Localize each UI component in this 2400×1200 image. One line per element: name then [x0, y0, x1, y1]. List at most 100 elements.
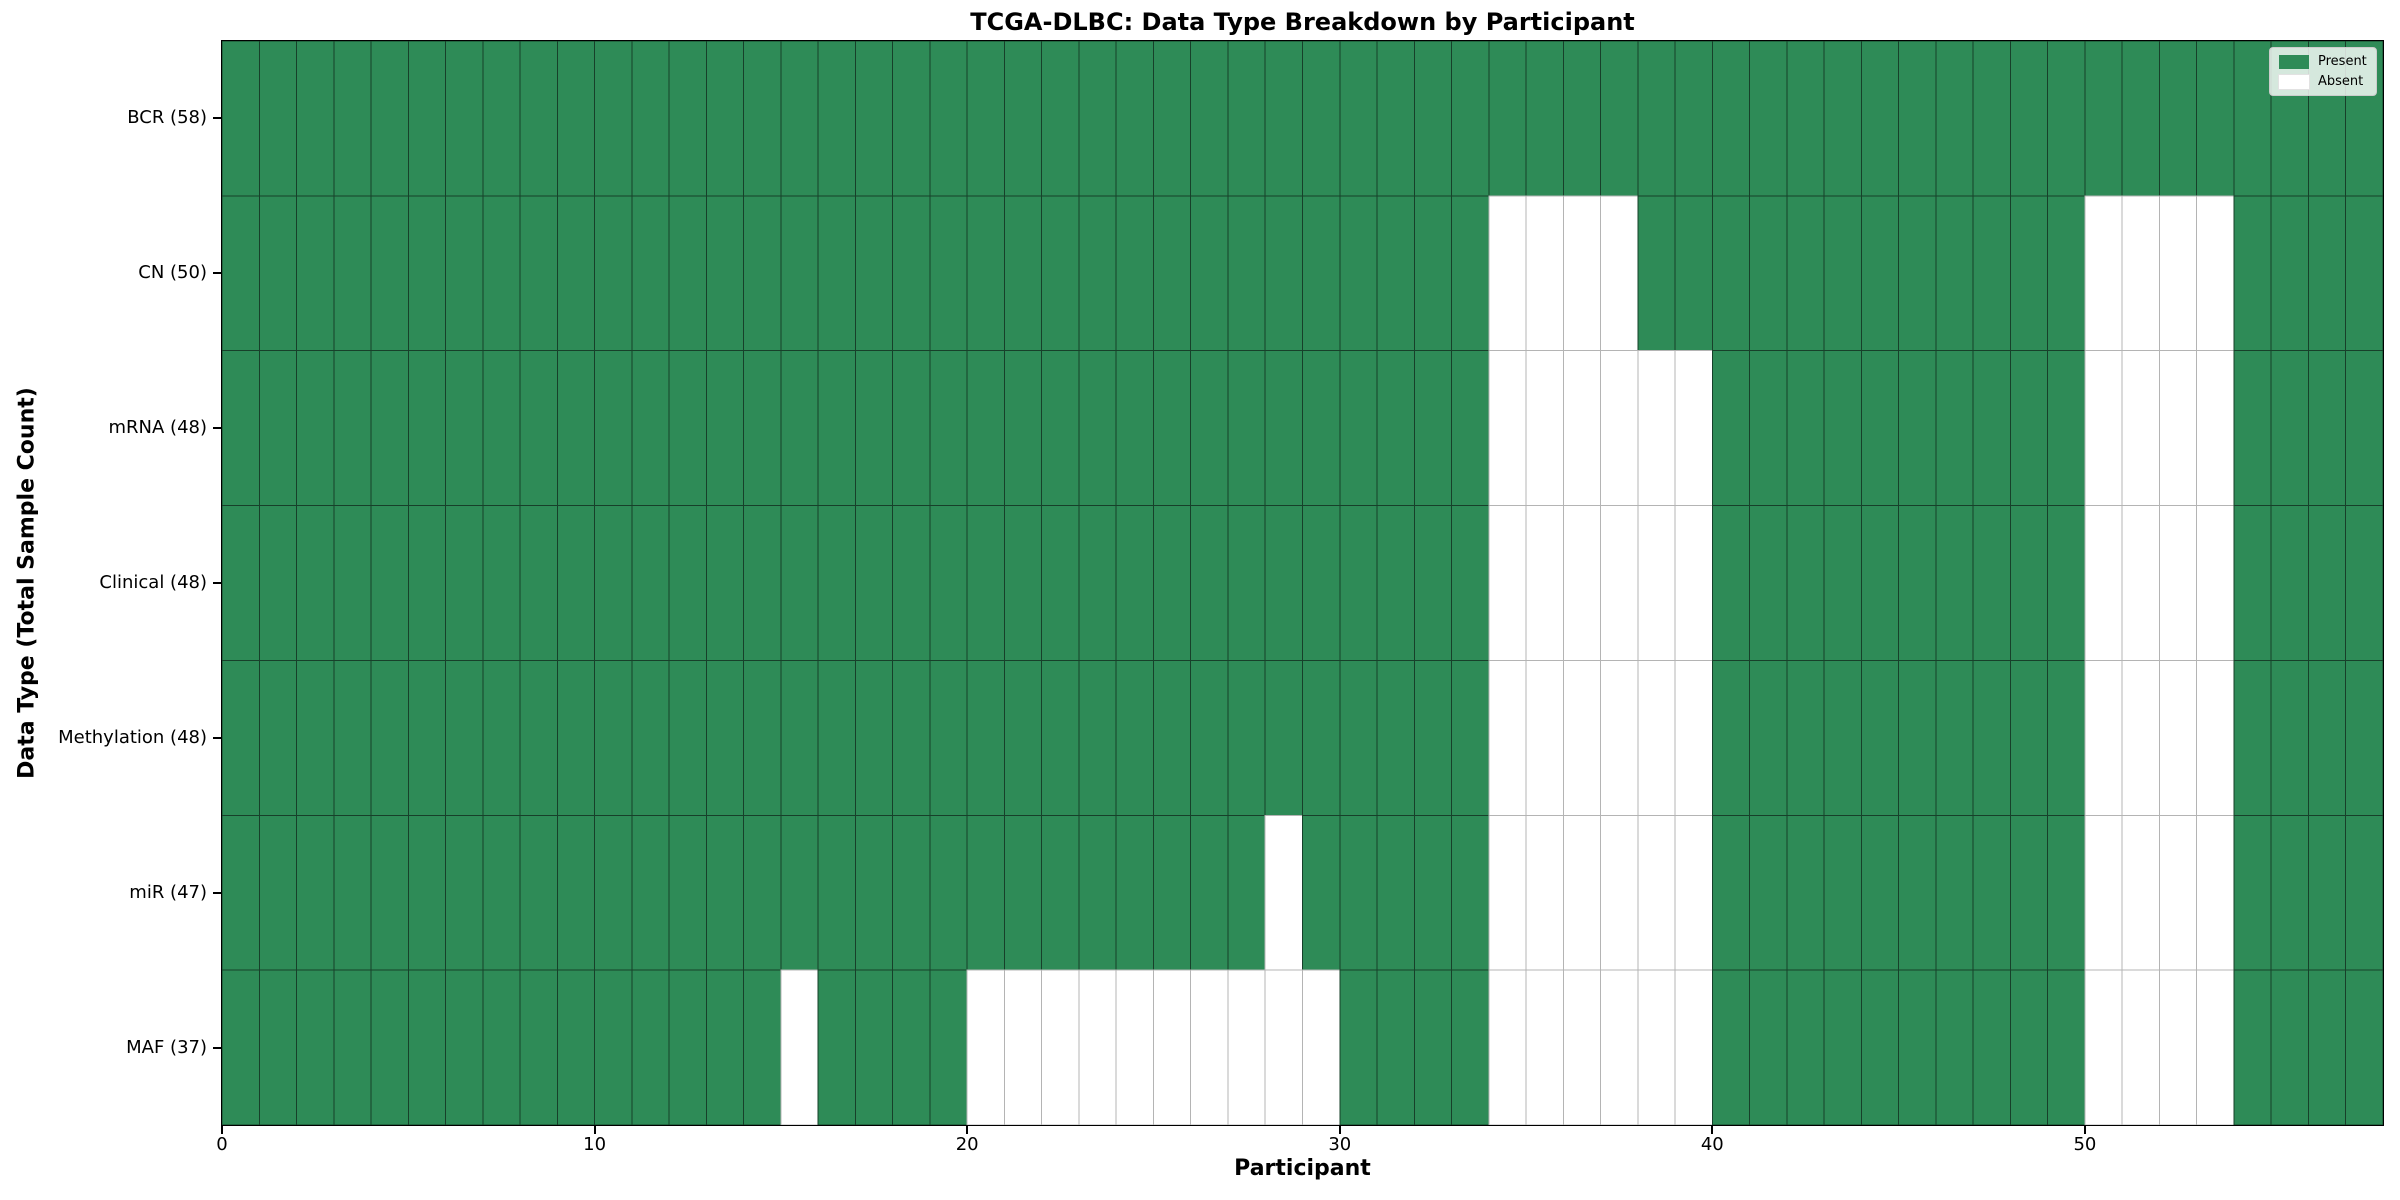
heatmap-cell: [445, 350, 484, 507]
heatmap-cell: [258, 505, 298, 661]
heatmap-cell: [2233, 505, 2272, 661]
heatmap-cell: [2233, 969, 2272, 1125]
heatmap-cell: [1488, 969, 1527, 1125]
heatmap-cell: [445, 969, 484, 1125]
heatmap-cell: [854, 350, 894, 507]
heatmap-cell: [1898, 969, 1937, 1125]
heatmap-cell: [966, 659, 1005, 816]
heatmap-cell: [1711, 969, 1751, 1125]
heatmap-cell: [1860, 659, 1900, 816]
heatmap-cell: [2196, 350, 2235, 507]
heatmap-cell: [2196, 659, 2235, 816]
x-tick-mark: [966, 1126, 969, 1134]
heatmap-cell: [519, 659, 558, 816]
x-tick-mark: [1338, 1126, 1341, 1134]
heatmap-cell: [780, 505, 819, 661]
heatmap-cell: [1190, 814, 1229, 971]
heatmap-cell: [1637, 41, 1676, 197]
heatmap-cell: [668, 195, 707, 352]
heatmap-cell: [1562, 969, 1602, 1125]
heatmap-cell: [1302, 969, 1341, 1125]
legend: Present Absent: [2269, 47, 2377, 96]
heatmap-cell: [1003, 814, 1043, 971]
heatmap-cell: [1935, 814, 1974, 971]
heatmap-cell: [1860, 41, 1900, 197]
heatmap-cell: [445, 195, 484, 352]
heatmap-cell: [2196, 969, 2235, 1125]
heatmap-cell: [1711, 350, 1751, 507]
heatmap-cell: [2009, 505, 2049, 661]
heatmap-cell: [2307, 350, 2347, 507]
heatmap-cell: [1972, 969, 2011, 1125]
heatmap-cell: [1190, 41, 1229, 197]
heatmap-cell: [1190, 659, 1229, 816]
heatmap-cell: [1823, 814, 1862, 971]
heatmap-cell: [966, 195, 1005, 352]
heatmap-cell: [1525, 195, 1564, 352]
heatmap-cell: [1078, 195, 1117, 352]
heatmap-cell: [1413, 195, 1453, 352]
heatmap-cell: [1972, 659, 2011, 816]
heatmap-cell: [668, 350, 707, 507]
heatmap-cell: [370, 969, 409, 1125]
heatmap-cell: [2307, 505, 2347, 661]
heatmap-cell: [1302, 659, 1341, 816]
heatmap-cell: [370, 659, 409, 816]
heatmap-cell: [1674, 350, 1713, 507]
heatmap-cell: [1302, 41, 1341, 197]
x-tick-mark: [221, 1126, 223, 1134]
y-tick-mark: [213, 582, 221, 584]
heatmap-cell: [780, 659, 819, 816]
heatmap-cell: [594, 195, 633, 352]
heatmap-cell: [929, 659, 968, 816]
heatmap-cell: [519, 350, 558, 507]
heatmap-cell: [1302, 350, 1341, 507]
heatmap-cell: [2158, 814, 2198, 971]
heatmap-cell: [1115, 814, 1154, 971]
heatmap-cell: [1488, 41, 1527, 197]
heatmap-cell: [892, 195, 931, 352]
heatmap-cell: [407, 969, 447, 1125]
heatmap-cell: [1339, 969, 1378, 1125]
heatmap-cell: [1600, 350, 1639, 507]
heatmap-cell: [2196, 814, 2235, 971]
x-axis-label: Participant: [1234, 1156, 1371, 1181]
heatmap-cell: [519, 505, 558, 661]
heatmap-cell: [1339, 350, 1378, 507]
heatmap-cell: [2307, 195, 2347, 352]
heatmap-cell: [1898, 195, 1937, 352]
heatmap-cell: [1413, 350, 1453, 507]
x-tick-label: 40: [1700, 1134, 1724, 1155]
heatmap-cell: [1935, 350, 1974, 507]
heatmap-cell: [1935, 41, 1974, 197]
heatmap-cell: [445, 659, 484, 816]
heatmap-cell: [1972, 195, 2011, 352]
heatmap-cell: [333, 659, 372, 816]
heatmap-cell: [2047, 195, 2086, 352]
heatmap-cell: [1227, 505, 1266, 661]
heatmap-cell: [1376, 969, 1415, 1125]
heatmap-cell: [333, 969, 372, 1125]
heatmap-cell: [445, 814, 484, 971]
heatmap-cell: [1115, 350, 1154, 507]
heatmap-cell: [817, 350, 856, 507]
heatmap-cell: [2196, 505, 2235, 661]
heatmap-cell: [1786, 350, 1825, 507]
heatmap-cell: [556, 195, 596, 352]
heatmap-cell: [743, 969, 782, 1125]
heatmap-cell: [258, 814, 298, 971]
heatmap-cell: [2307, 659, 2347, 816]
heatmap-cell: [817, 505, 856, 661]
heatmap-cell: [817, 195, 856, 352]
heatmap-cell: [2158, 505, 2198, 661]
heatmap-cell: [1711, 659, 1751, 816]
heatmap-cell: [1078, 814, 1117, 971]
y-tick-mark: [213, 117, 221, 120]
heatmap-cell: [2009, 350, 2049, 507]
heatmap-cell: [1786, 41, 1825, 197]
heatmap-cell: [1264, 814, 1303, 971]
heatmap-cell: [1823, 195, 1862, 352]
heatmap-cell: [1264, 41, 1303, 197]
heatmap-cell: [1302, 814, 1341, 971]
heatmap-cell: [370, 814, 409, 971]
